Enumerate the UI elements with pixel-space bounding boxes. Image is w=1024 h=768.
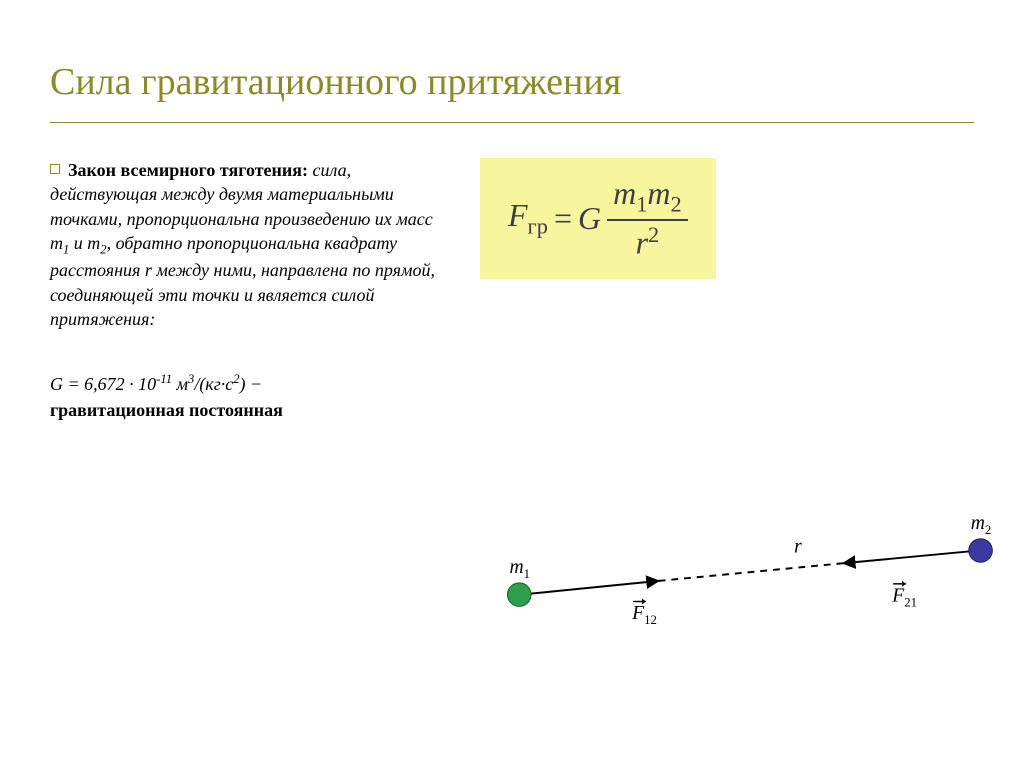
svg-text:m1: m1 xyxy=(509,557,530,581)
formula-fraction: m1m2 r2 xyxy=(607,176,688,261)
formula-eq: = xyxy=(554,200,572,237)
right-column: Fгр = G m1m2 r2 xyxy=(480,158,974,423)
bullet-icon xyxy=(50,164,60,174)
fraction-denominator: r2 xyxy=(630,223,666,261)
page-title: Сила гравитационного притяжения xyxy=(50,60,974,123)
left-column: Закон всемирного тяготения: сила, действ… xyxy=(50,158,450,423)
svg-text:r: r xyxy=(794,536,802,557)
formula: Fгр = G m1m2 r2 xyxy=(508,176,688,261)
constant-value: G = 6,672 · 10-11 м3/(кг·с2) − xyxy=(50,371,450,397)
svg-text:m2: m2 xyxy=(971,513,992,537)
law-block: Закон всемирного тяготения: сила, действ… xyxy=(50,158,450,331)
force-diagram: m1 m2 F12 F21 r xyxy=(480,490,1010,660)
constant-block: G = 6,672 · 10-11 м3/(кг·с2) − гравитаци… xyxy=(50,371,450,422)
svg-text:F12: F12 xyxy=(631,603,657,627)
law-heading: Закон всемирного тяготения: xyxy=(68,160,308,180)
formula-coef: G xyxy=(578,200,601,237)
formula-box: Fгр = G m1m2 r2 xyxy=(480,158,716,279)
fraction-numerator: m1m2 xyxy=(607,176,688,217)
fraction-line xyxy=(607,219,688,221)
law-body: сила, действующая между двумя материальн… xyxy=(50,160,435,329)
formula-lhs: Fгр xyxy=(508,197,548,239)
content-row: Закон всемирного тяготения: сила, действ… xyxy=(50,158,974,423)
constant-label: гравитационная постоянная xyxy=(50,398,450,423)
svg-text:F21: F21 xyxy=(891,586,917,610)
